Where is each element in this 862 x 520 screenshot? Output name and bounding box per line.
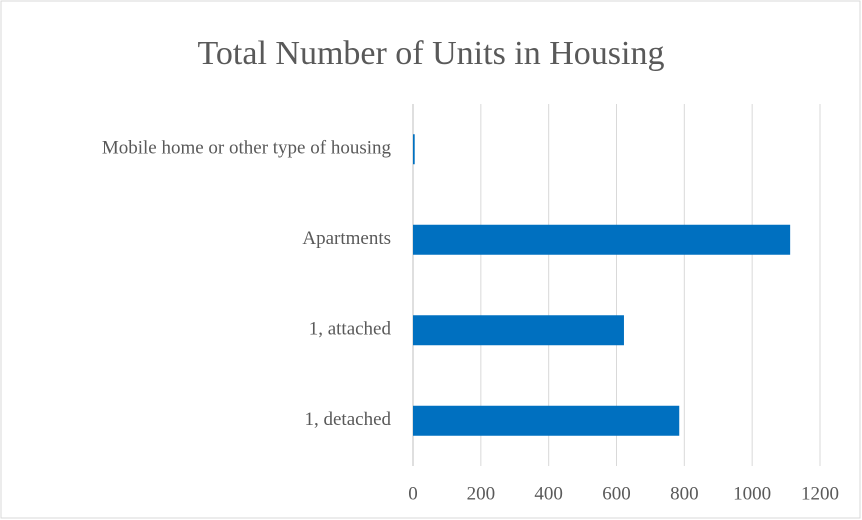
y-tick-label: Apartments	[302, 228, 391, 249]
x-tick-label: 1200	[801, 483, 839, 504]
y-tick-label: 1, detached	[304, 409, 391, 430]
bar	[413, 315, 624, 346]
bar	[413, 224, 791, 255]
x-tick-label: 1000	[733, 483, 771, 504]
x-tick-label: 600	[602, 483, 631, 504]
x-tick-label: 200	[467, 483, 496, 504]
bar	[413, 134, 415, 165]
y-tick-label: Mobile home or other type of housing	[102, 138, 392, 159]
x-tick-label: 0	[408, 483, 418, 504]
chart-title: Total Number of Units in Housing	[198, 35, 665, 72]
y-tick-label: 1, attached	[309, 319, 392, 340]
x-tick-label: 800	[670, 483, 699, 504]
bar	[413, 405, 680, 436]
x-tick-label: 400	[534, 483, 563, 504]
